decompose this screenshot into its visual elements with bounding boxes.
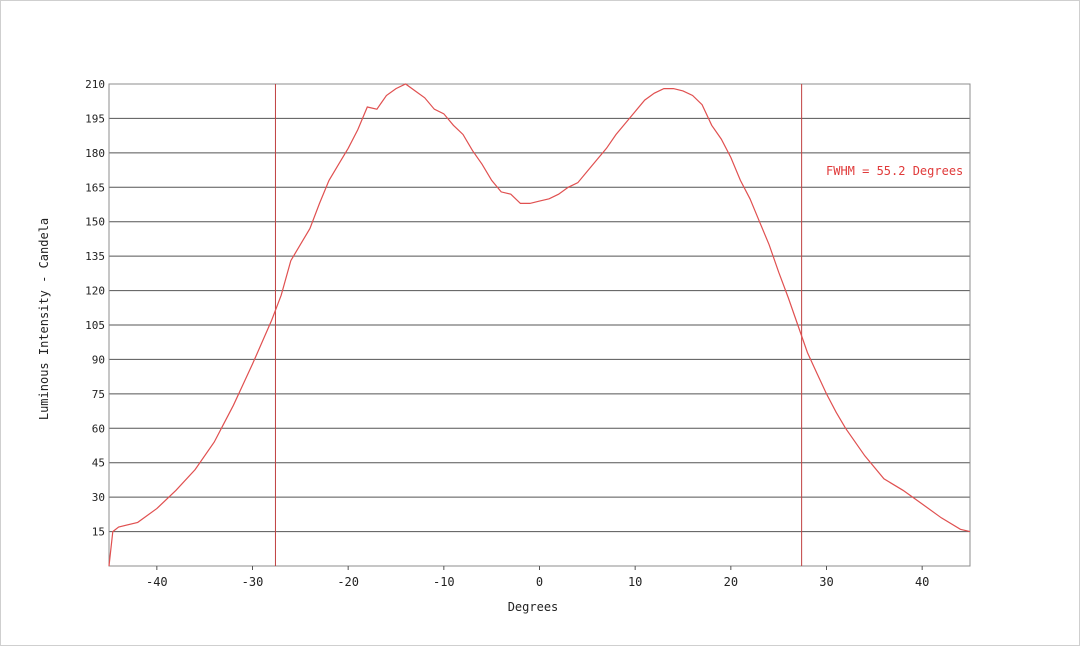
y-tick-label: 90 — [92, 353, 105, 366]
x-tick-label: 40 — [915, 575, 929, 589]
y-tick-label: 180 — [85, 147, 105, 160]
y-tick-label: 195 — [85, 112, 105, 125]
fwhm-markers — [274, 84, 803, 566]
x-tick-label: -40 — [146, 575, 168, 589]
intensity-curve — [108, 83, 971, 567]
y-tick-label: 105 — [85, 319, 105, 332]
y-tick-label: 15 — [92, 526, 105, 539]
x-tick-label: -10 — [433, 575, 455, 589]
y-tick-label: 120 — [85, 285, 105, 298]
fwhm-annotation: FWHM = 55.2 Degrees — [826, 164, 963, 178]
x-axis-ticks: -40 -30 -20 -10 0 10 20 30 40 — [146, 566, 929, 589]
horizontal-gridlines — [109, 83, 970, 533]
y-tick-label: 150 — [85, 216, 105, 229]
y-tick-label: 165 — [85, 181, 105, 194]
y-axis-ticks: 15 30 45 60 75 90 105 120 135 150 165 180 195 210 — [85, 78, 105, 539]
x-tick-label: 0 — [536, 575, 543, 589]
y-tick-label: 210 — [85, 78, 105, 91]
y-tick-label: 75 — [92, 388, 105, 401]
x-tick-label: 10 — [628, 575, 642, 589]
y-axis-label: Luminous Intensity - Candela — [37, 218, 51, 420]
x-axis-label: Degrees — [508, 600, 559, 614]
y-tick-label: 30 — [92, 491, 105, 504]
y-tick-label: 135 — [85, 250, 105, 263]
x-tick-label: -30 — [242, 575, 264, 589]
x-tick-label: -20 — [337, 575, 359, 589]
y-tick-label: 60 — [92, 422, 105, 435]
x-tick-label: 30 — [819, 575, 833, 589]
x-tick-label: 20 — [724, 575, 738, 589]
y-tick-label: 45 — [92, 457, 105, 470]
